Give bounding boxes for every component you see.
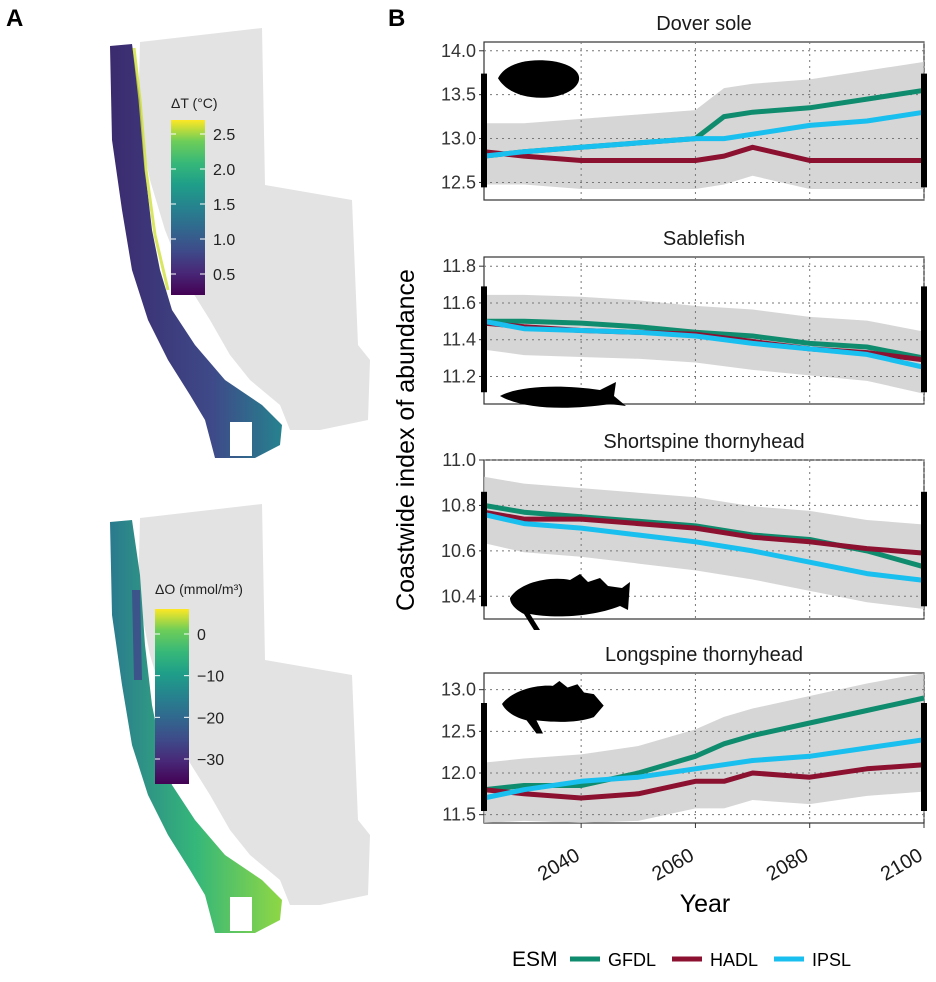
oxygen-colorbar: ΔO (mmol/m³) 0 −10 −20 −30 [155,581,243,784]
series-line-ipsl [483,109,925,159]
legend-label-ipsl: IPSL [812,950,851,970]
series-line-ipsl [483,737,925,801]
legend-title: ESM [512,948,558,971]
y-tick-label: 12.5 [441,721,476,741]
x-tick-label: 2100 [877,844,927,885]
y-tick-label: 10.4 [441,586,476,606]
range-bar-right [921,703,927,811]
x-tick-label: 2080 [763,844,813,885]
y-tick-label: 13.5 [441,85,476,105]
range-bar-left [481,286,487,393]
y-tick-label: 10.8 [441,495,476,515]
series-line-hadl [483,144,924,163]
x-axis-title: Year [680,890,731,918]
y-tick-label: 14.0 [441,41,476,61]
y-tick-label: 11.2 [442,366,476,386]
colorbar-tick-label: 1.0 [213,232,235,249]
colorbar-tick-label: −10 [197,669,224,686]
y-tick-label: 13.0 [441,129,476,149]
legend-label-gfdl: GFDL [608,950,656,970]
low-oxygen-patch [132,590,142,680]
temperature-colorbar: ΔT (°C) 2.5 2.0 1.5 1.0 0.5 [171,95,235,295]
oxygen-map [110,504,370,933]
facet-panel: Sablefish 11.8 11.6 11.4 11.2 [442,228,927,408]
y-tick-label: 13.0 [441,680,476,700]
coastal-ocean-band [110,520,282,933]
legend: ESM GFDL HADL IPSL [512,948,851,971]
y-tick-label: 11.6 [442,293,476,313]
facet-title: Longspine thornyhead [605,644,803,666]
colorbar-gradient [155,609,189,784]
colorbar-tick-label: 1.5 [213,197,235,214]
facet-panel: Dover sole 14.0 13.5 13.0 12.5 [441,13,927,201]
facet-panel: Shortspine thornyhead 11.0 10.8 10.6 10.4 [441,431,927,630]
x-tick-label: 2040 [534,844,584,885]
colorbar-tick-label: 2.0 [213,162,235,179]
y-tick-label: 11.0 [442,450,476,470]
range-bar-right [921,73,927,188]
series-line-hadl [483,509,925,556]
y-axis-title: Coastwide index of abundance [392,269,420,611]
range-bar-left [481,73,487,188]
colorbar-tick-label: 0 [197,627,206,644]
range-bar-left [481,491,487,607]
fish-silhouette-icon [498,60,580,98]
range-bar-right [921,286,927,393]
uncertainty-ribbon [484,673,924,823]
warm-nearshore-edge [132,47,170,291]
range-bar-right [921,491,927,607]
panel-label-b: B [388,5,405,32]
range-bar-left [481,703,487,811]
island-gap [230,422,252,456]
colorbar-tick-label: −20 [197,710,224,727]
fish-silhouette-icon [502,681,604,734]
series-line-ipsl [483,512,925,583]
colorbar-tick-label: −30 [197,752,224,769]
colorbar-gradient [171,120,205,295]
colorbar-tick-label: 0.5 [213,267,235,284]
facet-panel: Longspine thornyhead 13.0 12.5 12.0 11.5 [441,644,927,825]
abundance-facets: Dover sole 14.0 13.5 13.0 12.5 Sablefish 11.8 1… [441,13,927,825]
y-tick-label: 12.5 [441,172,476,192]
y-tick-label: 12.0 [441,763,476,783]
y-tick-label: 11.4 [442,330,476,350]
colorbar-title-oxygen: ΔO (mmol/m³) [155,581,243,597]
facet-title: Shortspine thornyhead [603,431,804,453]
island-gap [230,897,252,931]
uncertainty-ribbon [484,294,924,394]
series-line-hadl [483,762,925,801]
y-tick-label: 10.6 [441,541,476,561]
x-tick-label: 2060 [648,844,698,885]
x-axis-ticks: 2040 2060 2080 2100 [534,823,927,886]
series-line-ipsl [483,318,925,370]
coastal-ocean-band [110,44,282,458]
fish-silhouette-icon [510,574,630,630]
facet-title: Dover sole [656,13,752,35]
panel-label-a: A [6,5,23,32]
uncertainty-ribbon [484,61,924,189]
legend-label-hadl: HADL [710,950,758,970]
temperature-map [110,28,370,458]
land-mass [138,504,370,905]
colorbar-title-temperature: ΔT (°C) [171,95,218,111]
colorbar-tick-label: 2.5 [213,127,235,144]
fish-silhouette-icon [500,382,626,408]
facet-title: Sablefish [663,228,745,250]
y-tick-label: 11.8 [442,256,476,276]
y-tick-label: 11.5 [442,805,476,825]
